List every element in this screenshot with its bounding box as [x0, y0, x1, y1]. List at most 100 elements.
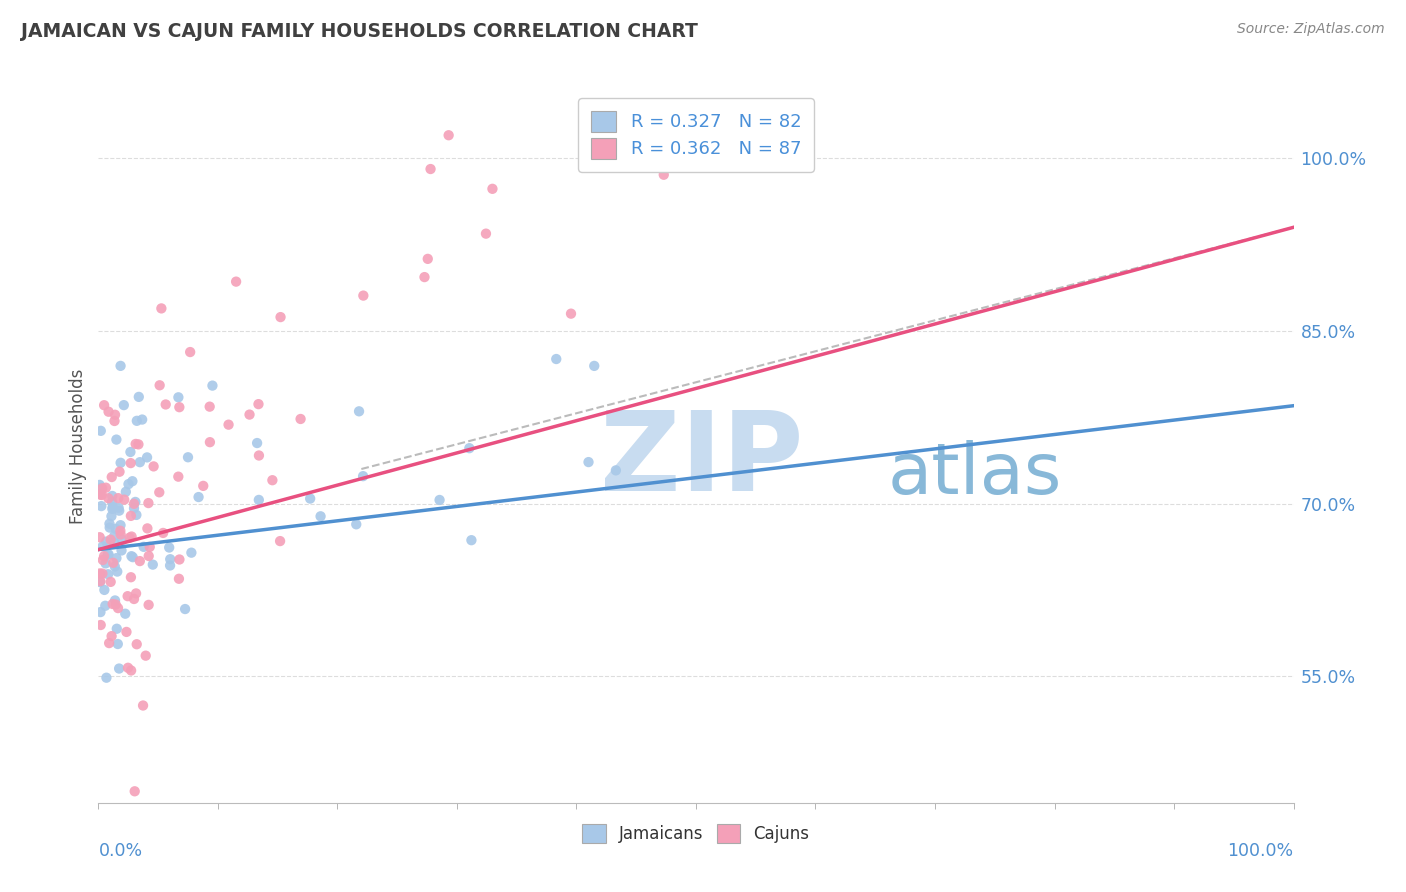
- Y-axis label: Family Households: Family Households: [69, 368, 87, 524]
- Point: [419, 161, 441, 176]
- Point: [578, 455, 600, 469]
- Point: [546, 351, 568, 366]
- Point: [101, 500, 124, 514]
- Point: [101, 597, 124, 611]
- Point: [97, 405, 120, 419]
- Point: [187, 490, 209, 504]
- Point: [159, 558, 181, 573]
- Point: [91, 553, 114, 567]
- Point: [652, 168, 675, 182]
- Point: [458, 441, 481, 455]
- Point: [167, 469, 190, 483]
- Point: [169, 400, 191, 414]
- Point: [352, 288, 374, 302]
- Point: [91, 539, 114, 553]
- Point: [90, 499, 112, 513]
- Point: [120, 445, 142, 459]
- Point: [90, 481, 112, 495]
- Point: [93, 549, 115, 564]
- Point: [115, 484, 138, 499]
- Point: [101, 489, 124, 503]
- Point: [121, 474, 143, 488]
- Point: [120, 456, 142, 470]
- Point: [110, 524, 132, 538]
- Point: [104, 593, 127, 607]
- Point: [108, 503, 131, 517]
- Point: [91, 566, 114, 581]
- Point: [90, 488, 112, 502]
- Point: [142, 459, 165, 474]
- Point: [481, 182, 503, 196]
- Text: JAMAICAN VS CAJUN FAMILY HOUSEHOLDS CORRELATION CHART: JAMAICAN VS CAJUN FAMILY HOUSEHOLDS CORR…: [21, 22, 697, 41]
- Point: [142, 558, 165, 572]
- Point: [110, 527, 132, 541]
- Point: [352, 469, 374, 483]
- Point: [150, 301, 173, 316]
- Point: [120, 570, 142, 584]
- Point: [107, 637, 129, 651]
- Point: [138, 598, 160, 612]
- Point: [97, 567, 120, 582]
- Point: [128, 390, 150, 404]
- Point: [309, 509, 332, 524]
- Point: [152, 525, 174, 540]
- Point: [97, 491, 120, 506]
- Point: [120, 508, 142, 523]
- Point: [167, 390, 190, 404]
- Point: [98, 636, 121, 650]
- Point: [90, 424, 112, 438]
- Point: [94, 599, 117, 613]
- Point: [429, 492, 451, 507]
- Point: [121, 530, 143, 544]
- Point: [605, 463, 627, 477]
- Point: [100, 533, 122, 547]
- Point: [136, 450, 159, 465]
- Point: [201, 378, 224, 392]
- Point: [122, 497, 145, 511]
- Point: [117, 477, 139, 491]
- Point: [179, 345, 201, 359]
- Point: [198, 435, 221, 450]
- Point: [101, 502, 124, 516]
- Point: [247, 449, 270, 463]
- Point: [93, 582, 115, 597]
- Point: [105, 622, 128, 636]
- Point: [122, 501, 145, 516]
- Point: [120, 549, 142, 564]
- Point: [125, 508, 148, 522]
- Point: [124, 437, 146, 451]
- Point: [138, 496, 160, 510]
- Point: [131, 412, 153, 426]
- Point: [139, 540, 162, 554]
- Point: [299, 491, 322, 506]
- Point: [132, 698, 155, 713]
- Text: atlas: atlas: [887, 440, 1062, 509]
- Point: [105, 551, 128, 566]
- Point: [157, 541, 180, 555]
- Legend: Jamaicans, Cajuns: Jamaicans, Cajuns: [574, 815, 818, 852]
- Point: [98, 520, 121, 534]
- Point: [100, 509, 122, 524]
- Point: [100, 470, 122, 484]
- Point: [105, 433, 128, 447]
- Point: [117, 589, 139, 603]
- Point: [103, 529, 125, 543]
- Point: [101, 556, 124, 570]
- Point: [159, 552, 181, 566]
- Point: [238, 408, 260, 422]
- Point: [132, 540, 155, 554]
- Point: [125, 586, 148, 600]
- Point: [97, 548, 120, 562]
- Point: [149, 378, 172, 392]
- Point: [114, 607, 136, 621]
- Point: [112, 492, 135, 507]
- Point: [89, 530, 111, 544]
- Point: [344, 517, 367, 532]
- Point: [89, 574, 111, 589]
- Point: [290, 412, 312, 426]
- Point: [247, 492, 270, 507]
- Point: [246, 436, 269, 450]
- Point: [167, 572, 190, 586]
- Point: [89, 575, 111, 590]
- Point: [347, 404, 370, 418]
